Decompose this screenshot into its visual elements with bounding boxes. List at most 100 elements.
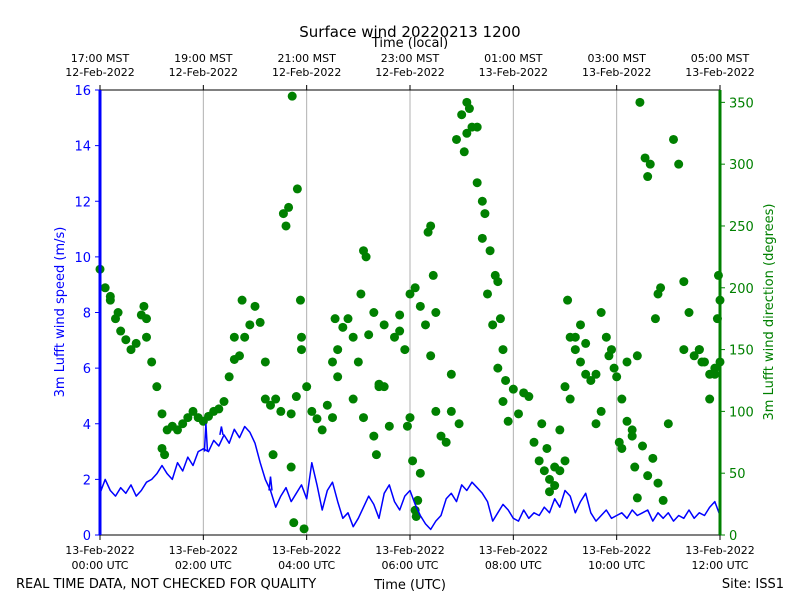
direction-point <box>635 97 645 107</box>
top-x-tick-time: 05:00 MST <box>691 52 750 65</box>
top-x-tick-date: 12-Feb-2022 <box>272 66 341 79</box>
direction-point <box>493 363 503 373</box>
direction-point <box>348 394 358 404</box>
direction-point <box>338 322 348 332</box>
direction-series <box>95 91 725 534</box>
right-y-tick-label: 200 <box>729 282 754 297</box>
direction-point <box>374 382 384 392</box>
direction-point <box>353 357 363 367</box>
direction-point <box>369 308 379 317</box>
top-x-tick-date: 13-Feb-2022 <box>685 66 754 79</box>
direction-point <box>477 196 487 206</box>
direction-point <box>705 394 715 404</box>
direction-point <box>464 104 474 114</box>
direction-point <box>291 392 301 402</box>
direction-point <box>545 474 554 484</box>
direction-point <box>410 283 420 293</box>
direction-point <box>297 332 306 342</box>
direction-point <box>501 375 511 385</box>
direction-point <box>289 518 299 528</box>
bottom-x-tick-time: 12:00 UTC <box>691 559 748 572</box>
bottom-x-tick-time: 08:00 UTC <box>485 559 542 572</box>
direction-point <box>245 320 255 330</box>
direction-point <box>472 122 482 132</box>
direction-point <box>157 409 167 419</box>
left-y-tick-label: 6 <box>83 362 91 377</box>
top-x-tick-time: 19:00 MST <box>174 52 233 65</box>
bottom-x-tick-date: 13-Feb-2022 <box>685 544 754 557</box>
direction-point <box>292 184 302 194</box>
direction-point <box>297 345 306 355</box>
direction-point <box>565 394 575 404</box>
bottom-x-tick-date: 13-Feb-2022 <box>169 544 238 557</box>
top-x-tick-time: 17:00 MST <box>71 52 130 65</box>
right-y-tick-label: 50 <box>729 467 746 482</box>
x-axis-label: Time (UTC) <box>373 578 446 593</box>
left-y-tick-label: 2 <box>83 473 91 488</box>
direction-point <box>237 295 247 305</box>
direction-point <box>596 308 606 317</box>
direction-point <box>713 270 723 280</box>
direction-point <box>545 487 554 497</box>
direction-point <box>581 338 591 348</box>
direction-point <box>415 468 425 478</box>
direction-point <box>330 314 340 324</box>
direction-point <box>299 524 309 534</box>
bottom-x-tick-time: 04:00 UTC <box>278 559 335 572</box>
direction-point <box>147 357 157 367</box>
direction-point <box>408 456 418 466</box>
direction-point <box>441 437 451 447</box>
direction-point <box>307 406 317 416</box>
right-y-axis-label: 3m Lufft wind direction (degrees) <box>762 204 777 421</box>
bottom-x-axis: 13-Feb-2022 00:00 UTC 13-Feb-2022 02:00 UTC… <box>65 535 755 572</box>
left-y-axis: 0 2 4 6 8 10 12 14 16 <box>74 84 100 544</box>
bottom-x-tick-time: 10:00 UTC <box>588 559 645 572</box>
direction-point <box>268 450 278 460</box>
direction-point <box>278 209 288 219</box>
direction-point <box>405 289 415 299</box>
direction-point <box>640 153 650 163</box>
direction-point <box>656 283 666 293</box>
direction-point <box>343 314 353 324</box>
direction-point <box>379 320 389 330</box>
top-x-tick-time: 01:00 MST <box>484 52 543 65</box>
quality-disclaimer: REAL TIME DATA, NOT CHECKED FOR QUALITY <box>16 577 316 592</box>
direction-point <box>648 453 658 463</box>
direction-point <box>524 392 534 402</box>
bottom-x-tick-date: 13-Feb-2022 <box>272 544 341 557</box>
direction-point <box>400 345 410 355</box>
direction-point <box>183 413 193 423</box>
direction-point <box>617 443 627 453</box>
direction-point <box>361 252 371 262</box>
left-y-tick-label: 12 <box>74 195 91 210</box>
direction-point <box>142 332 151 342</box>
direction-point <box>356 289 366 299</box>
direction-point <box>369 431 379 441</box>
direction-point <box>421 320 430 330</box>
direction-point <box>576 357 585 367</box>
left-y-tick-label: 16 <box>74 84 91 99</box>
direction-point <box>446 369 456 379</box>
speed-spike <box>268 476 273 491</box>
chart-title: Surface wind 20220213 1200 <box>299 23 520 41</box>
direction-point <box>240 332 250 342</box>
speed-spike <box>203 423 209 452</box>
direction-point <box>160 450 170 460</box>
direction-point <box>219 397 229 406</box>
direction-point <box>643 172 653 182</box>
top-x-tick-date: 12-Feb-2022 <box>65 66 134 79</box>
direction-point <box>431 308 441 317</box>
direction-point <box>710 369 720 379</box>
top-x-tick-date: 12-Feb-2022 <box>375 66 444 79</box>
direction-point <box>483 289 492 299</box>
right-y-tick-label: 250 <box>729 220 754 235</box>
direction-point <box>560 456 570 466</box>
direction-point <box>446 406 456 416</box>
direction-point <box>415 301 425 311</box>
direction-point <box>116 326 126 336</box>
direction-point <box>322 400 332 410</box>
speed-series <box>99 423 721 531</box>
bottom-x-tick-time: 02:00 UTC <box>175 559 232 572</box>
direction-point <box>333 372 343 382</box>
